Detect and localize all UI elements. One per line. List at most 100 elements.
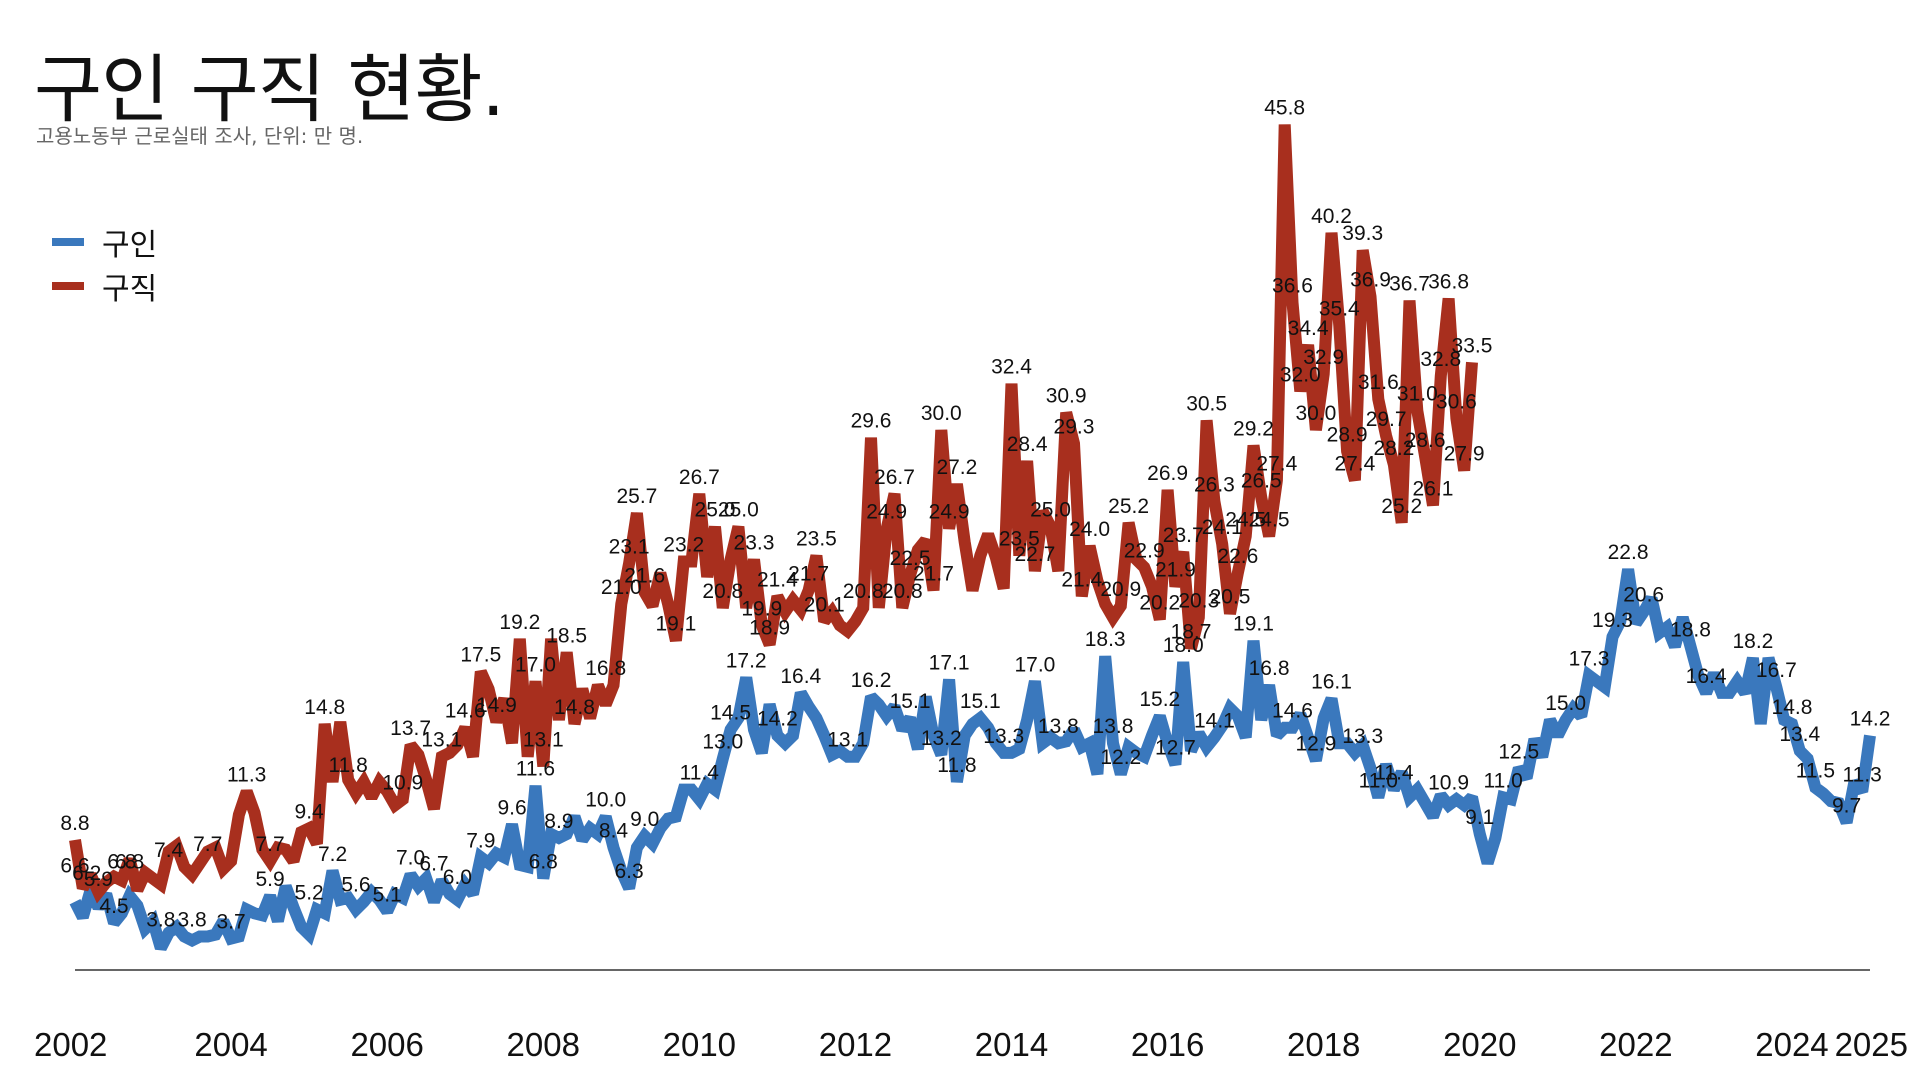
data-label-job-seekers: 24.0 — [1069, 518, 1110, 541]
x-tick-label: 2010 — [663, 1026, 736, 1063]
data-label-job-seekers: 24.9 — [866, 501, 907, 524]
data-label-job-seekers: 9.4 — [295, 800, 325, 823]
data-label-job-openings: 12.5 — [1498, 740, 1539, 763]
data-label-job-seekers: 23.3 — [734, 532, 775, 555]
data-label-job-seekers: 31.0 — [1397, 383, 1438, 406]
data-label-job-seekers: 31.6 — [1358, 371, 1399, 394]
data-label-job-openings: 13.1 — [827, 729, 868, 752]
data-label-job-seekers: 17.5 — [460, 644, 501, 667]
data-label-job-seekers: 25.0 — [695, 499, 736, 522]
data-label-job-seekers: 18.7 — [1171, 620, 1212, 643]
data-label-job-seekers: 20.5 — [1210, 586, 1251, 609]
x-tick-label: 2008 — [507, 1026, 580, 1063]
data-label-job-openings: 6.8 — [107, 851, 136, 874]
data-label-job-openings: 13.2 — [921, 727, 962, 750]
legend-label-job-seekers: 구직 — [102, 272, 158, 307]
data-label-job-seekers: 20.3 — [1178, 590, 1219, 613]
data-label-job-seekers: 10.9 — [382, 771, 423, 794]
data-label-job-seekers: 22.9 — [1124, 539, 1165, 562]
data-label-job-openings: 13.3 — [1342, 725, 1383, 748]
data-label-job-openings: 5.9 — [256, 868, 285, 891]
data-label-job-openings: 6.2 — [72, 862, 101, 885]
data-label-job-seekers: 29.7 — [1366, 408, 1407, 431]
data-label-job-openings: 11.8 — [937, 754, 976, 777]
data-label-job-openings: 14.6 — [1272, 700, 1313, 723]
data-label-job-seekers: 26.5 — [1241, 470, 1282, 493]
data-label-job-openings: 7.9 — [466, 829, 495, 852]
data-label-job-seekers: 35.4 — [1319, 298, 1360, 321]
data-label-job-seekers: 21.9 — [1155, 559, 1196, 582]
data-label-job-openings: 3.8 — [177, 909, 206, 932]
x-tick-label: 2024 — [1755, 1026, 1828, 1063]
data-label-job-seekers: 20.8 — [702, 580, 743, 603]
data-label-job-openings: 10.0 — [585, 789, 626, 812]
data-label-job-openings: 14.1 — [1194, 709, 1235, 732]
legend: 구인 구직 — [52, 220, 157, 308]
data-label-job-openings: 19.3 — [1592, 609, 1633, 632]
data-label-job-seekers: 28.6 — [1405, 429, 1446, 452]
x-tick-label: 2016 — [1131, 1026, 1204, 1063]
data-label-job-seekers: 25.0 — [1030, 499, 1071, 522]
data-label-job-openings: 18.3 — [1085, 628, 1126, 651]
data-label-job-seekers: 32.8 — [1420, 348, 1461, 371]
x-tick-label: 2022 — [1599, 1026, 1672, 1063]
series-line-job-seekers — [69, 124, 1478, 904]
data-label-job-seekers: 21.4 — [1061, 568, 1102, 591]
data-label-job-openings: 18.0 — [1163, 634, 1204, 657]
data-label-job-openings: 16.4 — [1686, 665, 1727, 688]
data-label-job-openings: 19.1 — [1233, 613, 1274, 636]
data-label-job-seekers: 21.7 — [788, 562, 829, 585]
data-label-job-seekers: 30.5 — [1186, 392, 1227, 415]
x-tick-label: 2004 — [194, 1026, 267, 1063]
data-label-job-seekers: 18.5 — [546, 624, 587, 647]
data-label-job-seekers: 28.4 — [1007, 433, 1048, 456]
data-label-job-openings: 15.1 — [890, 690, 931, 713]
data-label-job-seekers: 33.5 — [1452, 334, 1493, 357]
data-label-job-seekers: 19.1 — [655, 613, 696, 636]
data-label-job-openings: 15.1 — [960, 690, 1001, 713]
data-label-job-openings: 5.2 — [295, 881, 324, 904]
data-label-job-seekers: 29.6 — [851, 410, 892, 433]
data-label-job-seekers: 36.7 — [1389, 272, 1430, 295]
data-label-job-openings: 3.7 — [216, 910, 245, 933]
data-label-job-seekers: 18.9 — [749, 617, 790, 640]
data-label-job-seekers: 14.6 — [445, 700, 486, 723]
data-label-job-seekers: 14.8 — [304, 696, 345, 719]
data-label-job-seekers: 19.2 — [499, 611, 540, 634]
data-label-job-openings: 14.2 — [1850, 707, 1891, 730]
data-label-job-seekers: 45.8 — [1264, 97, 1305, 120]
legend-swatch-job-seekers — [52, 282, 84, 290]
x-tick-label: 2020 — [1443, 1026, 1516, 1063]
data-label-job-seekers: 21.6 — [624, 564, 665, 587]
data-label-job-seekers: 40.2 — [1311, 205, 1352, 228]
data-label-job-openings: 9.1 — [1465, 806, 1494, 829]
data-label-job-seekers: 14.9 — [476, 694, 517, 717]
data-label-job-seekers: 28.2 — [1373, 437, 1414, 460]
data-label-job-openings: 16.7 — [1756, 659, 1797, 682]
data-label-job-seekers: 13.1 — [523, 729, 564, 752]
data-label-job-openings: 5.9 — [84, 868, 113, 891]
data-label-job-openings: 13.4 — [1779, 723, 1820, 746]
data-label-job-seekers: 27.4 — [1334, 452, 1375, 475]
data-label-job-openings: 16.1 — [1311, 671, 1352, 694]
data-label-job-seekers: 25.2 — [1108, 495, 1149, 518]
data-label-job-seekers: 22.7 — [1014, 543, 1055, 566]
legend-swatch-job-openings — [52, 238, 84, 246]
data-label-job-openings: 6.8 — [529, 851, 558, 874]
data-label-job-openings: 11.6 — [516, 758, 555, 781]
data-label-job-openings: 11.4 — [680, 762, 720, 785]
data-label-job-seekers: 7.7 — [193, 833, 222, 856]
data-label-job-seekers: 11.8 — [328, 754, 367, 777]
data-label-job-openings: 6.3 — [615, 860, 644, 883]
data-label-job-openings: 16.4 — [780, 665, 821, 688]
data-label-job-seekers: 16.8 — [585, 657, 626, 680]
data-label-job-seekers: 22.6 — [1217, 545, 1258, 568]
data-label-job-seekers: 17.0 — [515, 653, 556, 676]
data-label-job-seekers: 32.4 — [991, 356, 1032, 379]
data-label-job-seekers: 22.5 — [890, 547, 931, 570]
data-label-job-seekers: 24.5 — [1249, 508, 1290, 531]
data-label-job-openings: 14.2 — [757, 707, 798, 730]
data-label-job-openings: 15.0 — [1545, 692, 1586, 715]
data-label-job-seekers: 20.8 — [882, 580, 923, 603]
data-label-job-seekers: 24.5 — [1225, 508, 1266, 531]
